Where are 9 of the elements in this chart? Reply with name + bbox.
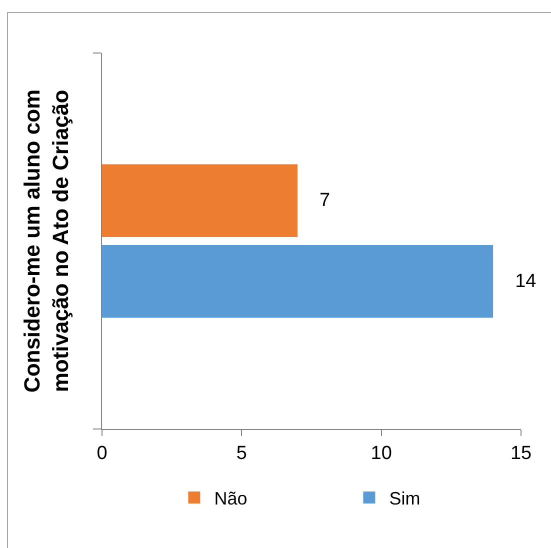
- y-axis-title: Considero-me um aluno com motivação no Ato de Criação: [19, 89, 73, 393]
- x-tick-label: 10: [370, 442, 392, 464]
- legend-label: Sim: [389, 488, 420, 509]
- data-label: 14: [496, 270, 537, 292]
- x-tick-label: 15: [510, 442, 532, 464]
- legend-label: Não: [214, 488, 248, 509]
- x-tick-label: 0: [96, 442, 108, 464]
- data-label: 7: [300, 190, 330, 212]
- x-tick-label: 5: [236, 442, 247, 464]
